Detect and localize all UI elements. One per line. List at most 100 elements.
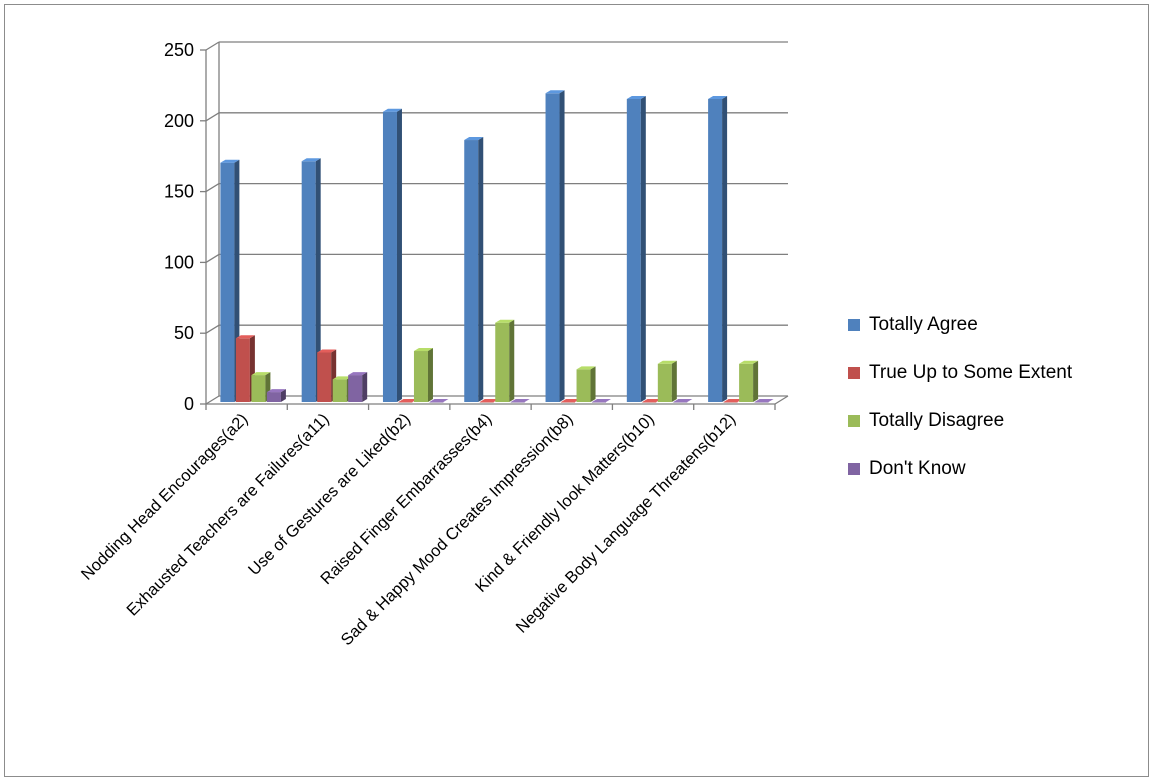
y-tick-label: 250 bbox=[164, 40, 194, 60]
y-tick-label: 50 bbox=[174, 323, 194, 343]
bar bbox=[464, 137, 484, 403]
bar-front bbox=[220, 162, 235, 402]
bar-front bbox=[301, 161, 316, 402]
legend-label: Don't Know bbox=[869, 458, 966, 479]
legend-label: Totally Disagree bbox=[869, 410, 1005, 431]
bar bbox=[626, 95, 646, 402]
bars bbox=[220, 90, 774, 403]
bar-side bbox=[509, 319, 515, 402]
bar bbox=[348, 372, 368, 402]
bar-front bbox=[754, 402, 769, 403]
bar-front bbox=[235, 338, 250, 402]
bar bbox=[266, 389, 286, 402]
gridline-side bbox=[205, 253, 220, 263]
gridline-side bbox=[205, 183, 220, 193]
bar-front bbox=[266, 392, 281, 402]
bar bbox=[739, 360, 759, 402]
bar bbox=[382, 108, 402, 402]
gridline-side bbox=[205, 395, 220, 405]
x-tick-label: Kind & Friendly look Matters(b10) bbox=[472, 410, 658, 596]
legend: Totally Agree True Up to Some Extent Total… bbox=[848, 313, 1072, 505]
bar-top bbox=[642, 399, 662, 402]
bar-front bbox=[657, 363, 672, 402]
bar bbox=[495, 319, 515, 402]
bar-top bbox=[708, 95, 728, 99]
bar-front bbox=[332, 379, 347, 402]
bar-top bbox=[479, 399, 499, 402]
bar-side bbox=[722, 95, 728, 402]
bar-top bbox=[301, 158, 321, 162]
y-tick-label: 0 bbox=[184, 394, 194, 414]
bar bbox=[592, 399, 612, 403]
bar-top bbox=[464, 137, 484, 141]
bar-front bbox=[723, 402, 738, 403]
legend-swatch bbox=[848, 463, 860, 475]
legend-swatch bbox=[848, 319, 860, 331]
bar-top bbox=[266, 389, 286, 393]
bar-front bbox=[413, 351, 428, 402]
bar-front bbox=[510, 402, 525, 403]
bar bbox=[301, 158, 321, 402]
bar-front bbox=[464, 140, 479, 403]
bar-front bbox=[708, 98, 723, 402]
bar-top bbox=[495, 319, 515, 323]
y-tick-label: 100 bbox=[164, 252, 194, 272]
bar-front bbox=[429, 402, 444, 403]
gridline-side bbox=[205, 41, 220, 51]
bar bbox=[398, 399, 418, 403]
bar-top bbox=[754, 399, 774, 402]
bar bbox=[429, 399, 449, 403]
bar-top bbox=[739, 360, 759, 364]
bar-front bbox=[348, 375, 363, 402]
bar-top bbox=[413, 348, 433, 352]
bar-top bbox=[220, 159, 240, 163]
bar-top bbox=[251, 372, 271, 376]
bar bbox=[510, 399, 530, 403]
bar bbox=[723, 399, 743, 403]
bar bbox=[657, 360, 677, 402]
axes bbox=[200, 42, 789, 410]
bar-top bbox=[657, 360, 677, 364]
legend-item: Don't Know bbox=[848, 457, 1072, 481]
bar-front bbox=[592, 402, 607, 403]
bar-top bbox=[673, 399, 693, 402]
bar-front bbox=[251, 375, 266, 402]
bar-front bbox=[398, 402, 413, 403]
bar-top bbox=[317, 349, 337, 353]
x-tick-label: Use of Gestures are Liked(b2) bbox=[245, 410, 414, 579]
bar-top bbox=[332, 376, 352, 380]
bar-front bbox=[317, 352, 332, 402]
y-tick-label: 200 bbox=[164, 111, 194, 131]
legend-item: True Up to Some Extent bbox=[848, 361, 1072, 385]
bar-top bbox=[561, 399, 581, 402]
bar-front bbox=[561, 402, 576, 403]
bar-top bbox=[576, 366, 596, 370]
bar-top bbox=[545, 90, 565, 94]
bar-side bbox=[362, 372, 368, 402]
bar-side bbox=[671, 360, 677, 402]
legend-label: Totally Agree bbox=[869, 314, 978, 335]
bar-front bbox=[626, 98, 641, 402]
floor-edge bbox=[774, 395, 789, 405]
bar-top bbox=[398, 399, 418, 402]
bar bbox=[642, 399, 662, 403]
bar bbox=[754, 399, 774, 403]
bar bbox=[545, 90, 565, 402]
bar bbox=[413, 348, 433, 402]
bar-top bbox=[510, 399, 530, 402]
bar bbox=[479, 399, 499, 403]
legend-swatch bbox=[848, 415, 860, 427]
bar-top bbox=[235, 335, 255, 339]
bar-side bbox=[280, 389, 286, 402]
bar-side bbox=[478, 137, 484, 403]
legend-swatch bbox=[848, 367, 860, 379]
x-tick-label: Raised Finger Embarrasses(b4) bbox=[317, 410, 495, 588]
chart-area: 0 50 100 150 200 250 Nodding Head Encourages(a… bbox=[4, 4, 1149, 777]
bar-front bbox=[739, 363, 754, 402]
bar bbox=[708, 95, 728, 402]
bar-front bbox=[576, 369, 591, 402]
bar-top bbox=[723, 399, 743, 402]
bar-side bbox=[640, 95, 646, 402]
gridline-side bbox=[205, 112, 220, 122]
legend-label: True Up to Some Extent bbox=[869, 362, 1073, 383]
